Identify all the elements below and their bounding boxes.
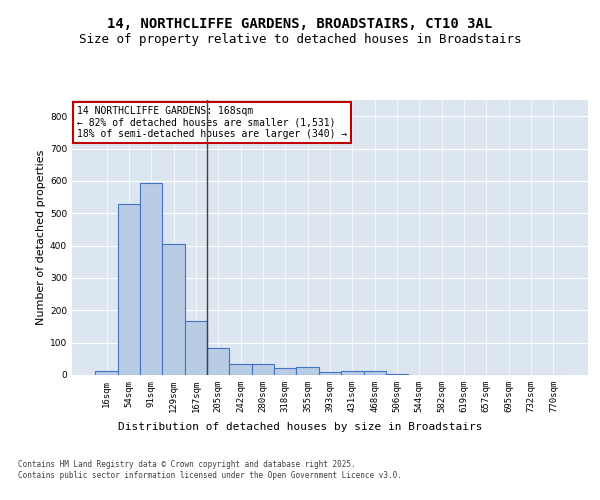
Bar [319, 372, 341, 375]
Text: Contains HM Land Registry data © Crown copyright and database right 2025.
Contai: Contains HM Land Registry data © Crown c… [18, 460, 402, 479]
Text: 14 NORTHCLIFFE GARDENS: 168sqm
← 82% of detached houses are smaller (1,531)
18% : 14 NORTHCLIFFE GARDENS: 168sqm ← 82% of … [77, 106, 347, 138]
Text: Distribution of detached houses by size in Broadstairs: Distribution of detached houses by size … [118, 422, 482, 432]
Bar [252, 364, 274, 375]
Text: 14, NORTHCLIFFE GARDENS, BROADSTAIRS, CT10 3AL: 14, NORTHCLIFFE GARDENS, BROADSTAIRS, CT… [107, 18, 493, 32]
Bar [118, 204, 140, 375]
Text: Size of property relative to detached houses in Broadstairs: Size of property relative to detached ho… [79, 32, 521, 46]
Bar [229, 364, 252, 375]
Bar [274, 368, 296, 375]
Bar [207, 348, 229, 375]
Bar [296, 367, 319, 375]
Bar [163, 244, 185, 375]
Bar [95, 371, 118, 375]
Bar [364, 371, 386, 375]
Bar [386, 374, 408, 375]
Bar [341, 371, 364, 375]
Bar [140, 182, 163, 375]
Y-axis label: Number of detached properties: Number of detached properties [36, 150, 46, 325]
Bar [185, 320, 207, 375]
